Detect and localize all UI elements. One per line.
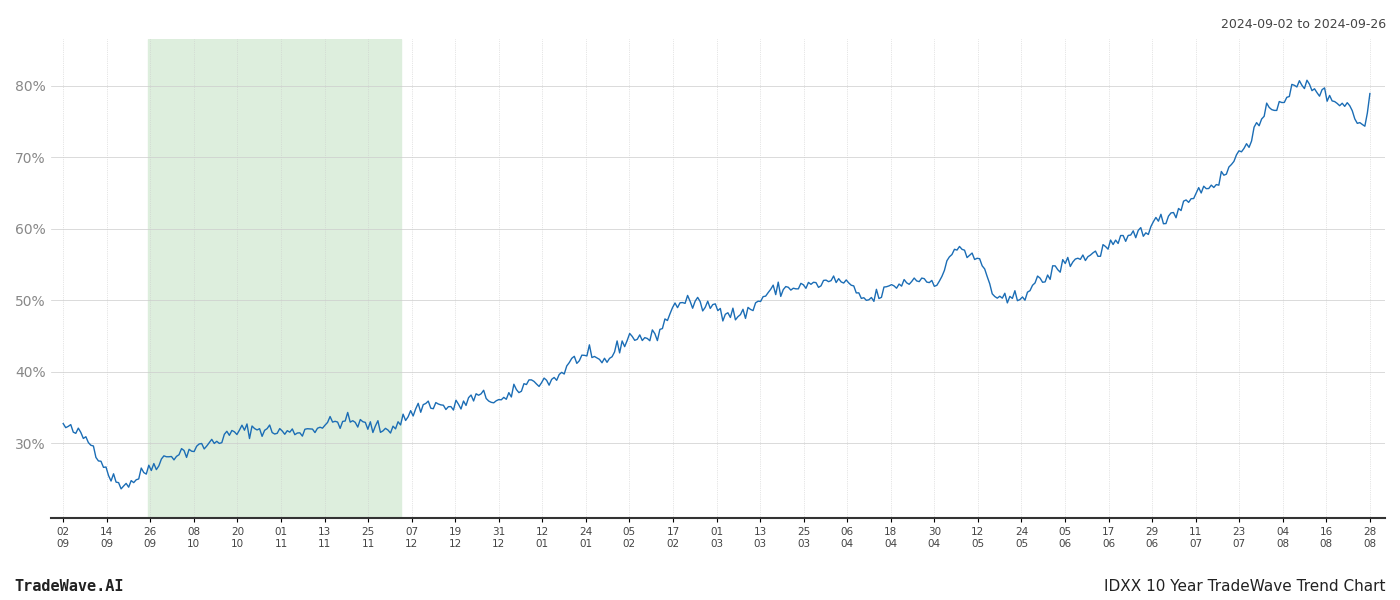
Text: IDXX 10 Year TradeWave Trend Chart: IDXX 10 Year TradeWave Trend Chart (1105, 579, 1386, 594)
Text: TradeWave.AI: TradeWave.AI (14, 579, 123, 594)
Text: 2024-09-02 to 2024-09-26: 2024-09-02 to 2024-09-26 (1221, 18, 1386, 31)
Bar (147, 39, 400, 518)
